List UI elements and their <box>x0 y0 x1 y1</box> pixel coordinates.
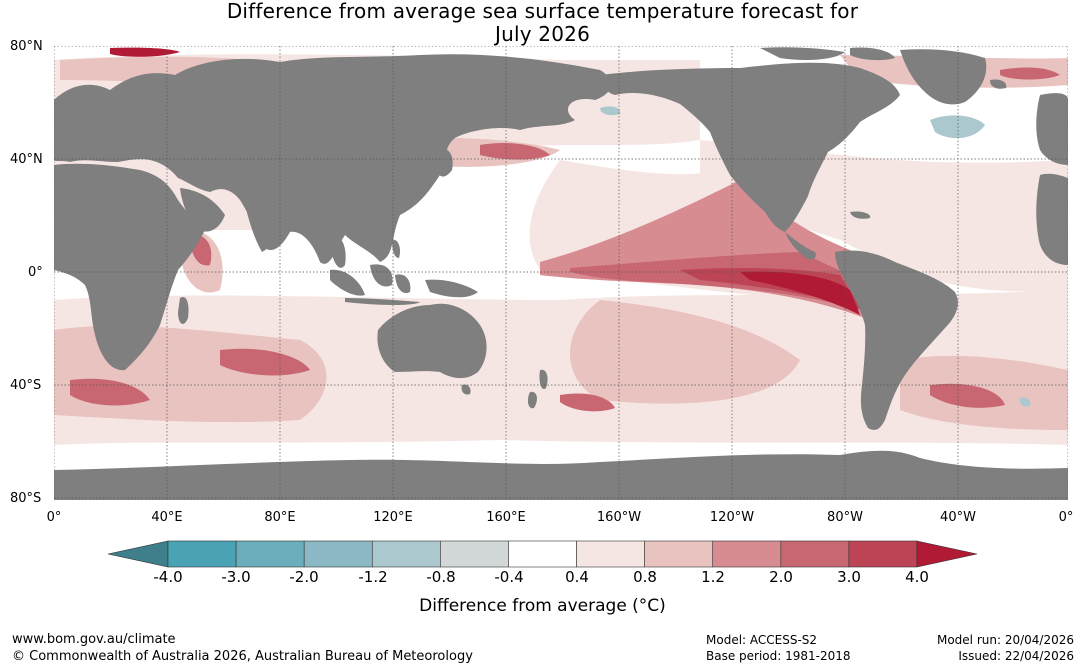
colorbar-box <box>508 540 577 568</box>
lon-label-120e: 120°E <box>373 510 413 525</box>
eurasia <box>54 54 612 264</box>
colorbar-tick: 1.2 <box>701 568 725 586</box>
lon-label-80w: 80°W <box>827 510 863 525</box>
footer-model-run: Model run: 20/04/2026 <box>936 633 1074 647</box>
colorbar-tick: 0.4 <box>565 568 589 586</box>
map-area <box>54 46 1068 500</box>
graticule <box>54 46 1068 500</box>
colorbar-tick: -3.0 <box>221 568 251 586</box>
colorbar-tick: -2.0 <box>289 568 319 586</box>
colorbar-tick: 3.0 <box>837 568 861 586</box>
lat-label-eq: 0° <box>28 265 43 280</box>
greenland <box>900 49 987 105</box>
title-line-2: July 2026 <box>494 22 591 46</box>
north-america <box>600 62 900 232</box>
colorbar-tick: 0.8 <box>633 568 657 586</box>
lat-label-80s: 80°S <box>10 491 42 506</box>
antarctica <box>54 450 1068 500</box>
footer-model: Model: ACCESS-S2 <box>706 633 818 647</box>
lat-label-80n: 80°N <box>10 39 43 54</box>
colorbar-tick: -4.0 <box>153 568 183 586</box>
lat-label-40n: 40°N <box>10 152 43 167</box>
lon-label-0-right: 0° <box>1058 510 1074 525</box>
lon-label-160e: 160°E <box>486 510 526 525</box>
colorbar-tick: 4.0 <box>905 568 929 586</box>
colorbar-tick: -0.4 <box>494 568 524 586</box>
colorbar-box <box>780 540 850 568</box>
lon-label-0: 0° <box>46 510 62 525</box>
colorbar-box <box>235 540 305 568</box>
colorbar-box <box>848 540 918 568</box>
footer-website: www.bom.gov.au/climate <box>12 632 176 647</box>
colorbar-low-extend <box>107 540 169 568</box>
footer-copyright: © Commonwealth of Australia 2026, Austra… <box>12 649 473 664</box>
title-line-1: Difference from average sea surface temp… <box>226 0 859 23</box>
colorbar-box <box>167 540 237 568</box>
map-title: Difference from average sea surface temp… <box>0 0 1085 46</box>
colorbar-box <box>303 540 373 568</box>
lon-label-160w: 160°W <box>596 510 642 525</box>
south-america <box>835 250 958 430</box>
footer-base-period: Base period: 1981-2018 <box>706 649 851 663</box>
lon-label-120w: 120°W <box>709 510 755 525</box>
colorbar-tick: -1.2 <box>358 568 388 586</box>
colorbar-tick: 2.0 <box>769 568 793 586</box>
lon-label-40e: 40°E <box>151 510 183 525</box>
colorbar-box <box>644 540 714 568</box>
footer-issued: Issued: 22/04/2026 <box>958 649 1074 663</box>
colorbar-box <box>371 540 441 568</box>
lon-label-40w: 40°W <box>940 510 976 525</box>
colorbar <box>107 540 978 568</box>
lat-label-40s: 40°S <box>10 378 42 393</box>
lon-label-80e: 80°E <box>264 510 296 525</box>
colorbar-box <box>712 540 782 568</box>
colorbar-title: Difference from average (°C) <box>419 596 666 616</box>
colorbar-boxes <box>167 540 918 568</box>
colorbar-tick: -0.8 <box>426 568 456 586</box>
australia <box>377 303 487 379</box>
colorbar-box <box>440 540 509 568</box>
colorbar-box <box>576 540 645 568</box>
colorbar-high-extend <box>916 540 978 568</box>
